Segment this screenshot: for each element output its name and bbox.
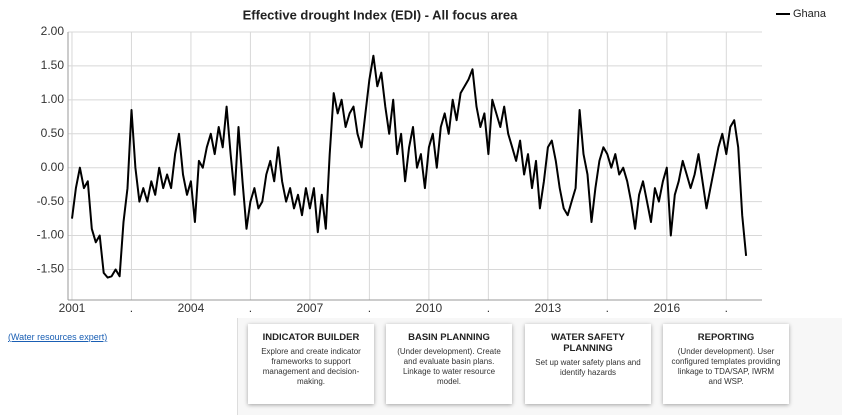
plot-area [68,32,762,300]
y-tick-label: -1.00 [37,228,65,242]
x-tick-label: . [725,301,728,315]
y-tick-label: -0.50 [37,194,65,208]
card-text: Explore and create indicator frameworks … [261,347,361,386]
card-text: (Under development). User configured tem… [671,347,781,386]
card-title: BASIN PLANNING [408,332,490,343]
y-tick-label: 1.50 [41,58,65,72]
chart-title: Effective drought Index (EDI) - All focu… [243,7,518,22]
y-tick-label: -1.50 [37,262,65,276]
x-tick-label: 2001 [59,301,86,315]
card-text: Set up water safety plans and identify h… [535,358,641,377]
legend-label: Ghana [793,8,827,20]
x-tick-label: . [606,301,609,315]
card-title: REPORTING [697,332,755,343]
y-tick-label: 2.00 [41,24,65,38]
feature-card[interactable]: INDICATOR BUILDER Explore and create indi… [248,324,374,404]
x-tick-label: 2010 [416,301,443,315]
chart: Effective drought Index (EDI) - All focu… [37,7,827,315]
x-tick-label: . [368,301,371,315]
card-title: WATER SAFETY PLANNING [551,332,625,354]
y-tick-label: 0.00 [41,160,65,174]
x-tick-label: 2013 [534,301,561,315]
data-line [71,54,748,279]
x-tick-label: 2004 [178,301,205,315]
x-tick-label: . [130,301,133,315]
y-tick-label: 0.50 [41,126,65,140]
y-tick-label: 1.00 [41,92,65,106]
feature-card[interactable]: WATER SAFETY PLANNING Set up water safety… [525,324,651,404]
x-tick-label: 2007 [297,301,324,315]
card-title: INDICATOR BUILDER [262,332,360,343]
card-text: (Under development). Create and evaluate… [397,347,501,386]
feature-card[interactable]: BASIN PLANNING (Under development). Creat… [386,324,512,404]
x-tick-label: . [249,301,252,315]
expert-link[interactable]: (Water resources expert) [8,332,108,342]
x-tick-label: . [487,301,490,315]
x-tick-label: 2016 [653,301,680,315]
feature-card[interactable]: REPORTING (Under development). User confi… [663,324,789,404]
